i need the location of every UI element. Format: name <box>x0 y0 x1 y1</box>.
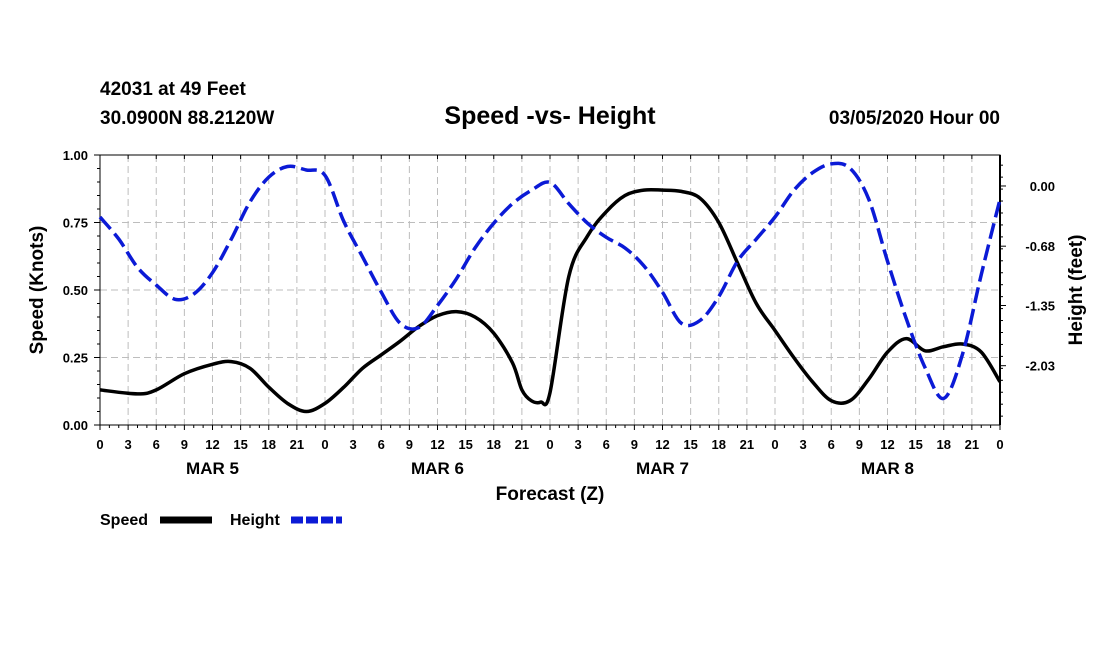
x-tick-label: 18 <box>712 437 726 452</box>
y2-tick-label: -1.35 <box>1025 298 1055 313</box>
x-tick-label: 15 <box>908 437 922 452</box>
x-tick-label: 15 <box>233 437 247 452</box>
series-line-height <box>98 161 1002 401</box>
x-tick-label: 12 <box>655 437 669 452</box>
y2-tick-label: -2.03 <box>1025 359 1055 374</box>
x-tick-label: 3 <box>800 437 807 452</box>
date-label: 03/05/2020 Hour 00 <box>829 108 1000 129</box>
location-label: 30.0900N 88.2120W <box>100 108 274 129</box>
x-tick-label: 15 <box>458 437 472 452</box>
y-tick-label: 1.00 <box>63 148 88 163</box>
x-tick-label: 6 <box>378 437 385 452</box>
y2-axis-title: Height (feet) <box>1066 235 1087 346</box>
series-line-speed <box>99 187 1002 414</box>
x-tick-label: 15 <box>683 437 697 452</box>
x-tick-label: 6 <box>828 437 835 452</box>
day-label: MAR 8 <box>861 459 914 478</box>
x-tick-label: 21 <box>515 437 529 452</box>
x-tick-label: 21 <box>740 437 754 452</box>
y2-tick-label: 0.00 <box>1030 179 1055 194</box>
day-label: MAR 7 <box>636 459 689 478</box>
x-tick-label: 21 <box>965 437 979 452</box>
series-layer <box>98 161 1002 414</box>
y-tick-label: 0.50 <box>63 283 88 298</box>
x-tick-label: 0 <box>546 437 553 452</box>
station-label: 42031 at 49 Feet <box>100 79 246 100</box>
legend-height-label: Height <box>230 512 280 529</box>
y-tick-label: 0.25 <box>63 351 88 366</box>
x-tick-label: 12 <box>430 437 444 452</box>
x-tick-label: 12 <box>880 437 894 452</box>
chart-title: Speed -vs- Height <box>444 102 656 130</box>
x-tick-label: 0 <box>996 437 1003 452</box>
x-axis: 0 3 6 9 12 15 18 21 0 3 6 9 12 15 18 21 0 3 6 9 12 15 18 21 0 3 6 9… <box>96 155 1004 478</box>
x-tick-label: 9 <box>181 437 188 452</box>
x-tick-label: 12 <box>205 437 219 452</box>
grid <box>100 155 1000 425</box>
x-axis-title: Forecast (Z) <box>496 484 605 505</box>
day-label: MAR 6 <box>411 459 464 478</box>
x-tick-label: 6 <box>603 437 610 452</box>
x-tick-label: 3 <box>575 437 582 452</box>
x-tick-label: 9 <box>631 437 638 452</box>
x-tick-label: 9 <box>406 437 413 452</box>
y-tick-label: 0.00 <box>63 418 88 433</box>
x-tick-label: 0 <box>321 437 328 452</box>
y-axis-title: Speed (Knots) <box>27 226 48 355</box>
y2-tick-label: -0.68 <box>1025 239 1055 254</box>
x-tick-label: 18 <box>937 437 951 452</box>
x-tick-label: 3 <box>125 437 132 452</box>
legend: Speed Height <box>100 512 342 529</box>
x-tick-label: 18 <box>262 437 276 452</box>
y-axis-right: 0.00 -0.68 -1.35 -2.03 <box>1000 164 1055 417</box>
y-axis-left: 0.00 0.25 0.50 0.75 1.00 <box>63 148 100 433</box>
day-label: MAR 5 <box>186 459 239 478</box>
x-tick-label: 0 <box>771 437 778 452</box>
legend-speed-label: Speed <box>100 512 148 529</box>
x-tick-label: 6 <box>153 437 160 452</box>
x-tick-label: 0 <box>96 437 103 452</box>
x-tick-label: 21 <box>290 437 304 452</box>
x-tick-label: 9 <box>856 437 863 452</box>
x-tick-label: 18 <box>487 437 501 452</box>
x-tick-label: 3 <box>350 437 357 452</box>
y-tick-label: 0.75 <box>63 216 88 231</box>
